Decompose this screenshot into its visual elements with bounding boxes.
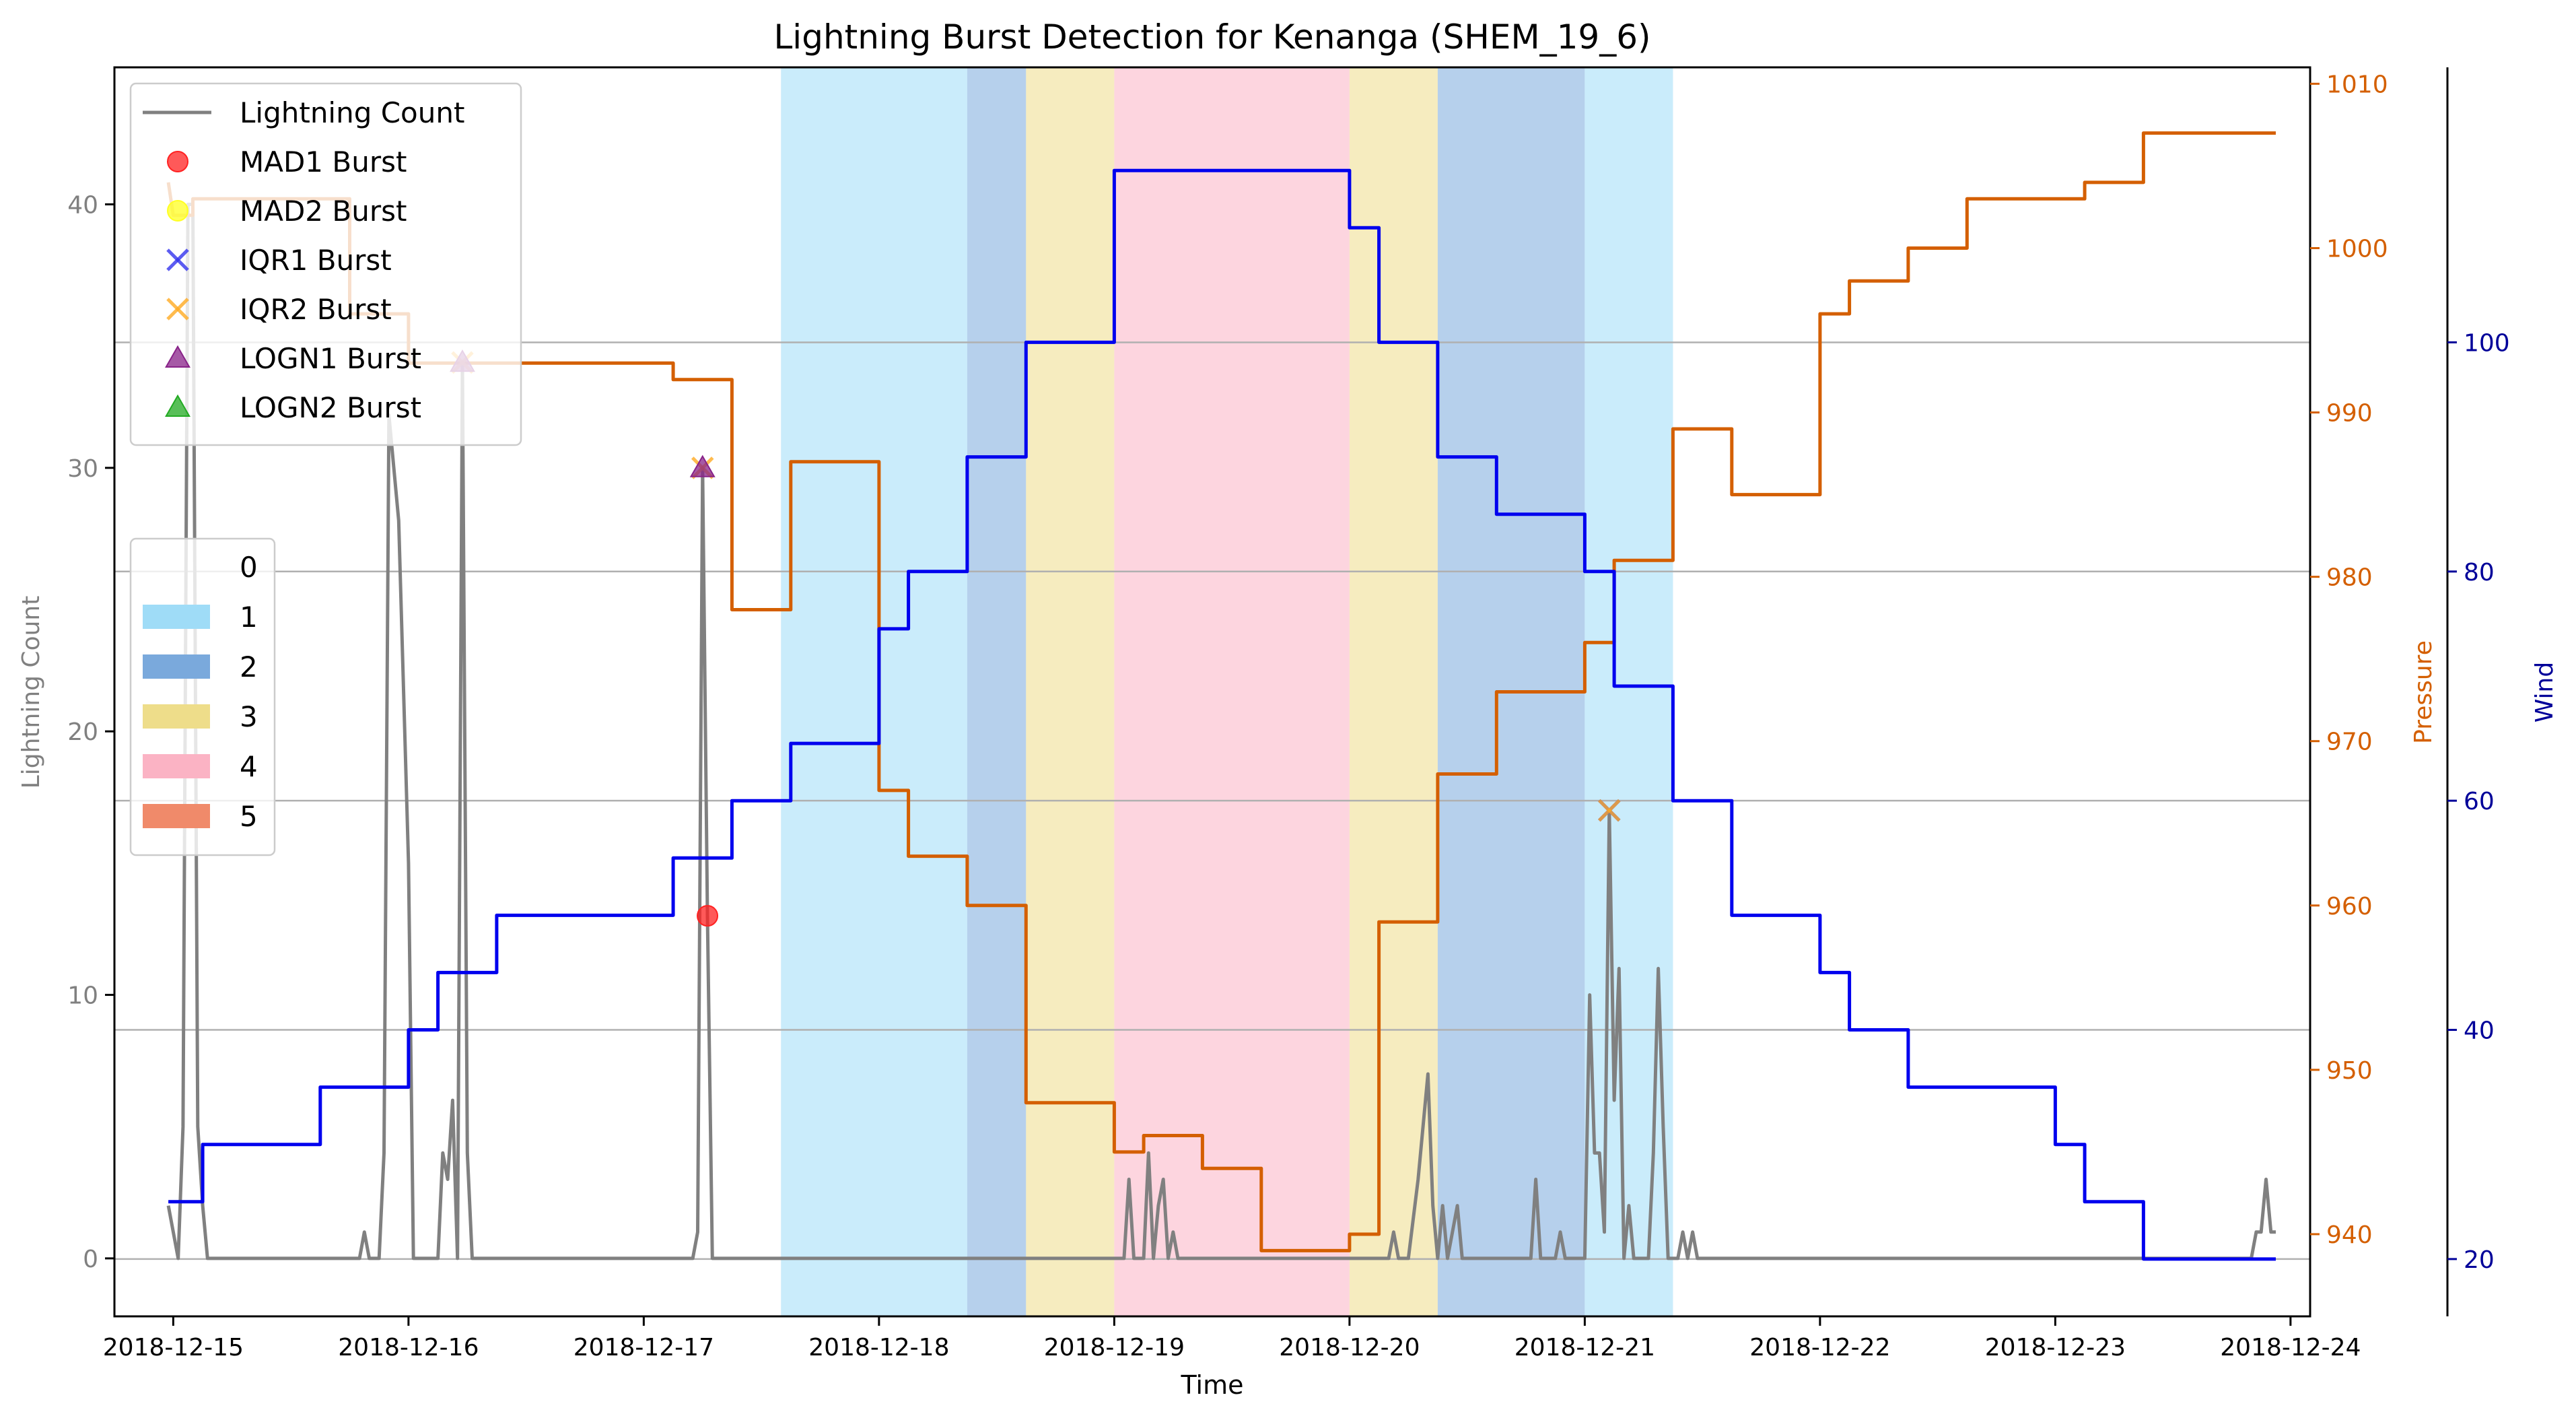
category-band: [781, 67, 967, 1316]
category-band: [1026, 67, 1115, 1316]
y-tick-label-pressure: 940: [2326, 1221, 2373, 1249]
legend-label: MAD1 Burst: [240, 145, 407, 178]
x-tick-label: 2018-12-16: [338, 1334, 479, 1361]
legend-label: Lightning Count: [240, 96, 464, 129]
category-band: [1585, 67, 1673, 1316]
legend-swatch: [166, 248, 189, 271]
iqr2-burst-marker-stroke: [1598, 799, 1621, 822]
y-axis-label-count: Lightning Count: [18, 596, 45, 789]
y-axis-label-wind: Wind: [2531, 662, 2558, 722]
y-tick-label-count: 0: [83, 1246, 98, 1273]
x-tick-label: 2018-12-24: [2220, 1334, 2361, 1361]
series-lines: [166, 131, 2276, 1261]
series-legend: Lightning Count MAD1 Burst MAD2 Burst IQR1 …: [129, 82, 522, 446]
x-tick-label: 2018-12-22: [1749, 1334, 1890, 1361]
legend-swatch-stroke: [166, 248, 189, 271]
legend-swatch: [165, 394, 190, 417]
y-tick-label-wind: 40: [2464, 1017, 2495, 1045]
y-tick-label-wind: 80: [2464, 559, 2495, 586]
legend-swatch: [167, 151, 188, 172]
legend-swatch: [143, 704, 210, 729]
chart-title: Lightning Burst Detection for Kenanga (S…: [773, 18, 1650, 57]
legend-swatch-stroke: [166, 298, 189, 321]
iqr2-burst-marker: [1598, 799, 1621, 822]
legend-swatch: [143, 754, 210, 778]
wind-line: [168, 168, 2276, 1261]
x-tick-label: 2018-12-17: [573, 1334, 714, 1361]
y-tick-label-count: 10: [67, 982, 98, 1010]
legend-swatch: [143, 804, 210, 828]
legend-swatch: [143, 605, 210, 629]
y-tick-label-pressure: 990: [2326, 400, 2373, 428]
x-tick-label: 2018-12-20: [1279, 1334, 1420, 1361]
lightning-count-line: [166, 203, 2276, 1260]
y-tick-label-wind: 100: [2464, 329, 2510, 357]
legend-label: 2: [240, 650, 258, 683]
y-tick-label-pressure: 980: [2326, 564, 2373, 592]
x-tick-label: 2018-12-19: [1044, 1334, 1185, 1361]
y-tick-label-count: 40: [67, 192, 98, 220]
legend-swatch: [167, 200, 188, 222]
legend-label: 3: [240, 700, 258, 733]
y-tick-label-count: 30: [67, 455, 98, 483]
category-bands: [781, 67, 1673, 1316]
legend-label: 5: [240, 800, 258, 833]
x-axis-label: Time: [1181, 1370, 1244, 1400]
series-legend-box: [129, 82, 522, 446]
legend-label: LOGN1 Burst: [240, 342, 421, 375]
plot-frame: [113, 66, 2311, 1318]
legend-label: IQR2 Burst: [240, 293, 392, 326]
x-tick-label: 2018-12-15: [103, 1334, 244, 1361]
pressure-line: [166, 131, 2276, 1252]
category-band: [1114, 67, 1350, 1316]
category-band: [1349, 67, 1438, 1316]
mad1-burst-marker: [697, 905, 719, 927]
y-axis-label-pressure: Pressure: [2410, 640, 2437, 744]
y-tick-label-wind: 20: [2464, 1246, 2495, 1274]
legend-label: 1: [240, 601, 258, 634]
legend-label: MAD2 Burst: [240, 195, 407, 228]
category-legend: 0 1 2 3 4 5: [129, 537, 276, 856]
axes: 2018-12-15 2018-12-16 2018-12-17 2018-12-18…: [67, 67, 2510, 1361]
legend-label: 0: [240, 551, 258, 584]
y-tick-label-count: 20: [67, 718, 98, 746]
y-tick-label-pressure: 970: [2326, 729, 2373, 756]
x-tick-label: 2018-12-18: [808, 1334, 949, 1361]
y-tick-label-wind: 60: [2464, 788, 2495, 815]
category-band: [967, 67, 1026, 1316]
legend-swatch: [166, 298, 189, 321]
legend-label: 4: [240, 750, 258, 783]
legend-swatch: [165, 345, 190, 368]
y-tick-label-pressure: 950: [2326, 1057, 2373, 1085]
x-tick-label: 2018-12-21: [1515, 1334, 1655, 1361]
legend-label: LOGN2 Burst: [240, 391, 421, 424]
legend-label: IQR1 Burst: [240, 244, 392, 277]
y-tick-label-pressure: 1010: [2326, 71, 2388, 98]
x-tick-label: 2018-12-23: [1985, 1334, 2126, 1361]
legend-swatch: [143, 654, 210, 679]
logn1-burst-marker: [689, 454, 716, 477]
y-tick-label-pressure: 960: [2326, 893, 2373, 920]
y-tick-label-pressure: 1000: [2326, 235, 2388, 263]
